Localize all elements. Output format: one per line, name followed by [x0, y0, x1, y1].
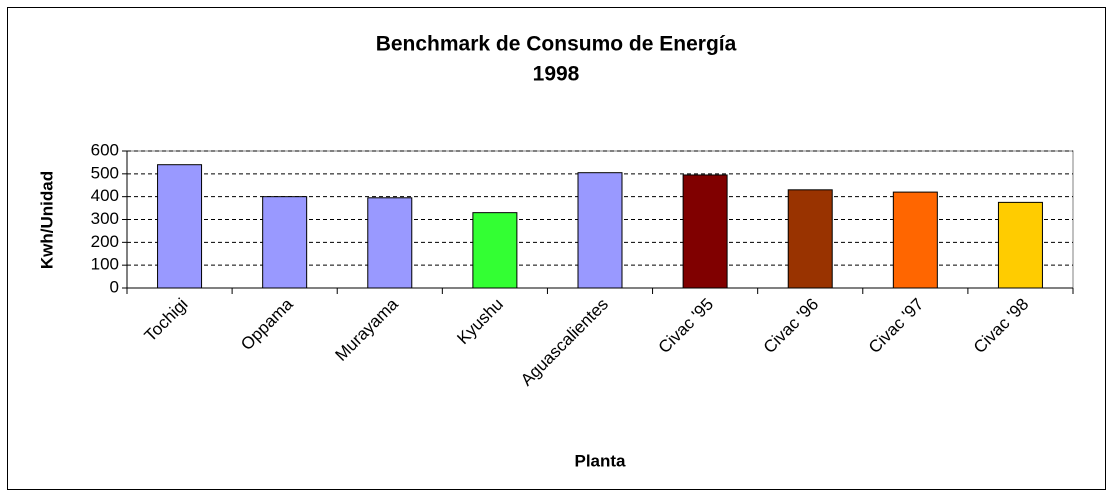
chart-title: Benchmark de Consumo de Energía [376, 33, 737, 56]
bar [157, 164, 203, 289]
y-tick-label: 100 [91, 255, 119, 274]
y-tick-label: 200 [91, 232, 119, 251]
bar [262, 196, 308, 289]
y-tick-label: 0 [110, 277, 119, 296]
bar [577, 172, 623, 289]
bar [787, 189, 833, 289]
y-axis-title: Kwh/Unidad [37, 171, 56, 269]
bar [367, 197, 413, 289]
x-axis-title: Planta [574, 451, 626, 470]
bar [997, 201, 1043, 289]
y-tick-label: 400 [91, 186, 119, 205]
chart-subtitle: 1998 [533, 63, 580, 86]
bar [892, 191, 938, 289]
bar [682, 174, 728, 289]
bar [472, 212, 518, 289]
y-tick-label: 500 [91, 163, 119, 182]
y-tick-label: 600 [91, 140, 119, 159]
y-tick-label: 300 [91, 209, 119, 228]
